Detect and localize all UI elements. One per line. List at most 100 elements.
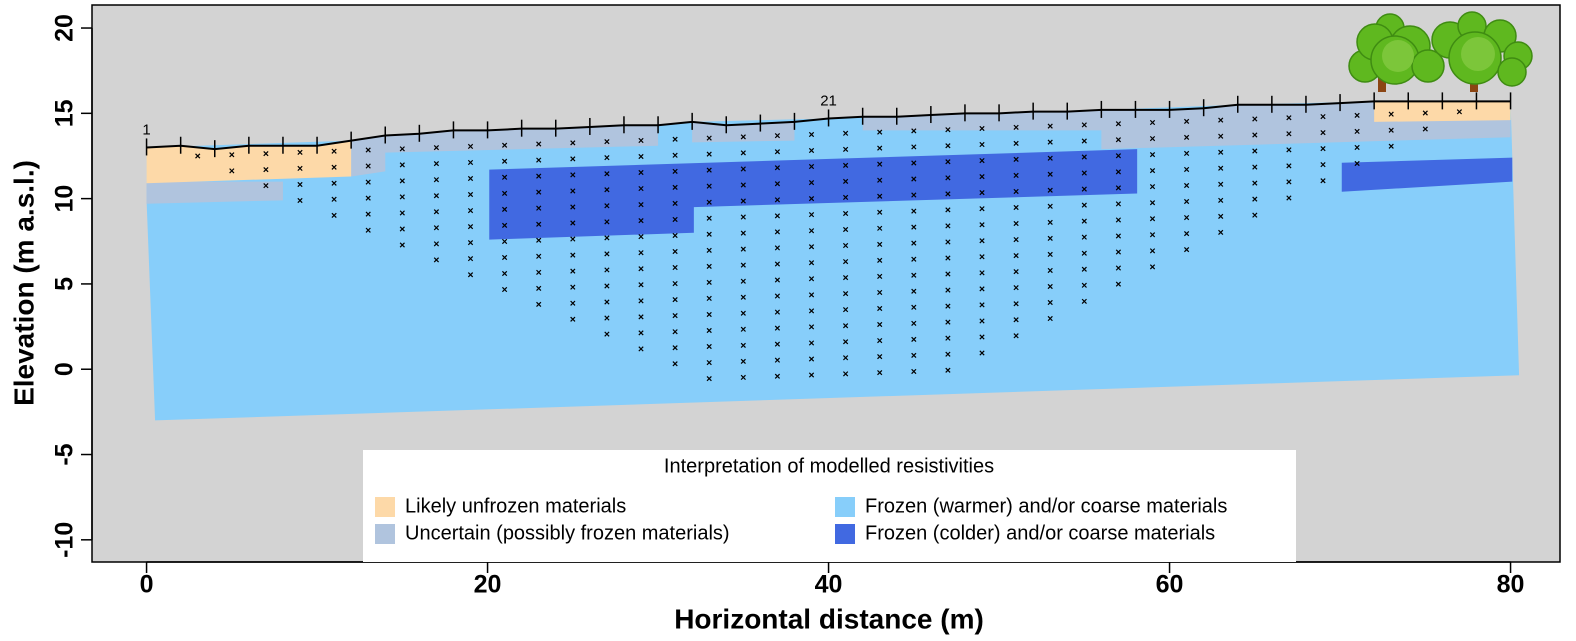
measurement-point [501, 286, 508, 293]
measurement-point [1286, 179, 1292, 185]
measurement-point [1115, 185, 1122, 191]
measurement-point [877, 305, 883, 312]
measurement-point [1286, 115, 1292, 121]
legend-label: Likely unfrozen materials [405, 495, 626, 517]
measurement-point [1013, 252, 1019, 259]
measurement-point [604, 203, 610, 209]
measurement-point [1286, 131, 1292, 137]
region-polygon [1341, 157, 1513, 192]
measurement-point [1013, 188, 1019, 195]
measurement-point [1081, 186, 1087, 192]
measurement-point [979, 286, 985, 292]
measurement-point [774, 261, 781, 267]
measurement-point [706, 247, 712, 253]
measurement-point [774, 293, 781, 299]
measurement-point [1422, 126, 1428, 132]
measurement-point [1115, 281, 1122, 287]
measurement-point [706, 375, 712, 382]
measurement-point [706, 167, 712, 173]
measurement-point [979, 173, 985, 180]
measurement-point [1081, 154, 1087, 160]
measurement-point [672, 313, 678, 319]
measurement-point [467, 223, 474, 230]
measurement-point [1218, 149, 1224, 155]
measurement-point [1388, 127, 1394, 133]
measurement-point [945, 319, 951, 325]
electrode-label: 1 [142, 121, 150, 138]
measurement-point [877, 337, 883, 344]
measurement-point [331, 164, 337, 170]
measurement-point [1081, 202, 1087, 208]
measurement-point [433, 225, 440, 231]
measurement-point [331, 180, 337, 186]
measurement-point [877, 353, 883, 360]
measurement-point [570, 284, 576, 290]
measurement-point [774, 133, 781, 139]
measurement-point [1115, 169, 1122, 175]
measurement-point [1183, 166, 1190, 173]
measurement-point [467, 143, 474, 150]
measurement-point [1218, 133, 1224, 139]
measurement-point [945, 159, 951, 165]
measurement-point [1388, 111, 1394, 117]
y-tick-label: -5 [51, 443, 79, 465]
measurement-point [1252, 116, 1258, 122]
measurement-point [706, 151, 712, 157]
measurement-point [672, 232, 678, 239]
region-polygon [351, 125, 659, 177]
measurement-point [536, 173, 542, 179]
measurement-point [1115, 265, 1122, 271]
measurement-point [979, 302, 985, 308]
measurement-point [536, 221, 542, 227]
measurement-point [1422, 110, 1428, 116]
measurement-point [808, 131, 815, 138]
measurement-point [1115, 249, 1122, 255]
measurement-point [1354, 112, 1360, 119]
trees-icon [1348, 11, 1533, 92]
legend-swatch [375, 524, 395, 544]
measurement-point [365, 163, 371, 169]
measurement-point [740, 262, 746, 268]
measurement-point [297, 197, 303, 204]
region-polygon [862, 101, 1511, 150]
measurement-point [1149, 248, 1156, 254]
measurement-point [638, 282, 644, 288]
measurement-point [536, 141, 542, 147]
measurement-point [979, 157, 985, 164]
measurement-point [740, 294, 746, 300]
measurement-point [501, 270, 508, 277]
measurement-point [808, 163, 815, 170]
measurement-point [1183, 182, 1190, 189]
measurement-point [604, 187, 610, 193]
legend-swatch [375, 497, 395, 517]
y-tick-label: -10 [51, 522, 79, 558]
y-tick-label: 20 [51, 14, 79, 42]
measurement-point [1252, 148, 1258, 154]
surface: 1 21 [142, 92, 1512, 158]
measurement-point [672, 168, 678, 174]
measurement-point [1081, 234, 1087, 240]
measurement-point [1013, 333, 1019, 339]
legend-label: Frozen (colder) and/or coarse materials [865, 522, 1215, 544]
electrode-label: 21 [820, 92, 837, 109]
measurement-point [979, 350, 985, 356]
y-tick-label: 15 [51, 99, 79, 127]
measurement-point [1081, 282, 1087, 288]
measurement-point [1320, 129, 1326, 136]
measurement-point [399, 146, 405, 152]
measurement-point [1252, 212, 1258, 218]
measurement-point [604, 315, 610, 321]
measurement-point [638, 153, 644, 160]
measurement-point [501, 254, 508, 261]
measurement-point [911, 144, 917, 150]
measurement-point [1115, 121, 1122, 127]
measurement-point [263, 167, 269, 173]
measurement-point [1149, 119, 1156, 126]
measurement-point [672, 296, 678, 303]
measurement-point [399, 194, 405, 200]
measurement-point [536, 269, 542, 275]
measurement-point [672, 329, 678, 335]
x-tick-label: 60 [1156, 571, 1184, 599]
measurement-point [570, 300, 576, 306]
measurement-point [842, 307, 849, 313]
